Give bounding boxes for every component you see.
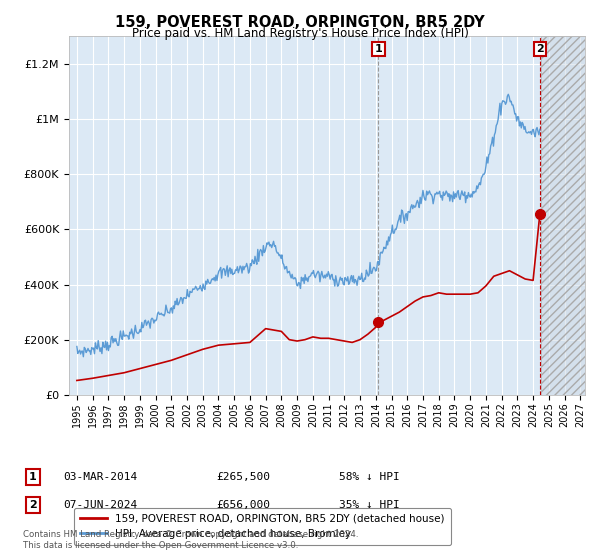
Text: 2: 2 xyxy=(536,44,544,54)
Legend: 159, POVEREST ROAD, ORPINGTON, BR5 2DY (detached house), HPI: Average price, det: 159, POVEREST ROAD, ORPINGTON, BR5 2DY (… xyxy=(74,507,451,545)
Text: 1: 1 xyxy=(374,44,382,54)
Text: 2: 2 xyxy=(29,500,37,510)
Text: Contains HM Land Registry data © Crown copyright and database right 2024.: Contains HM Land Registry data © Crown c… xyxy=(23,530,358,539)
Text: 1: 1 xyxy=(29,472,37,482)
Text: 58% ↓ HPI: 58% ↓ HPI xyxy=(339,472,400,482)
Text: 07-JUN-2024: 07-JUN-2024 xyxy=(63,500,137,510)
Text: Price paid vs. HM Land Registry's House Price Index (HPI): Price paid vs. HM Land Registry's House … xyxy=(131,27,469,40)
Bar xyxy=(541,36,585,395)
Text: £265,500: £265,500 xyxy=(216,472,270,482)
Text: £656,000: £656,000 xyxy=(216,500,270,510)
Text: This data is licensed under the Open Government Licence v3.0.: This data is licensed under the Open Gov… xyxy=(23,541,298,550)
Text: 159, POVEREST ROAD, ORPINGTON, BR5 2DY: 159, POVEREST ROAD, ORPINGTON, BR5 2DY xyxy=(115,15,485,30)
Text: 35% ↓ HPI: 35% ↓ HPI xyxy=(339,500,400,510)
Text: 03-MAR-2014: 03-MAR-2014 xyxy=(63,472,137,482)
